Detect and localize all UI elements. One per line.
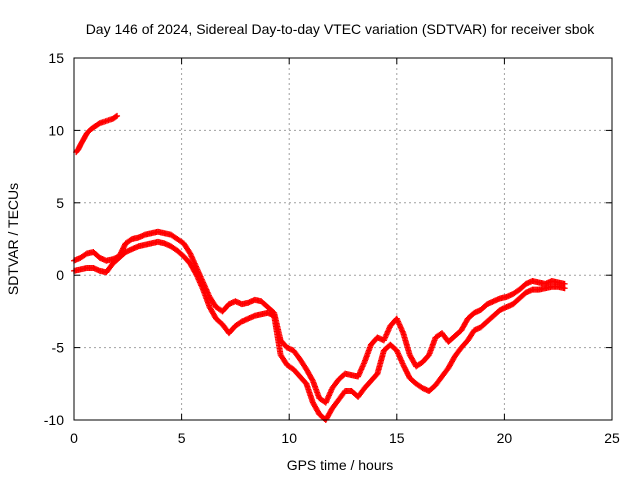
chart-title: Day 146 of 2024, Sidereal Day-to-day VTE… — [86, 21, 596, 37]
chart-ticks: 0 5 10 15 20 25 -10 -5 0 5 10 15 — [44, 50, 620, 446]
data-point-fill — [112, 113, 119, 120]
x-tick-label: 25 — [604, 430, 620, 446]
y-tick-label: -10 — [44, 412, 64, 428]
x-axis-label: GPS time / hours — [287, 457, 394, 473]
y-axis-label: SDTVAR / TECUs — [5, 183, 21, 295]
data-point — [114, 112, 121, 119]
chart-grid — [74, 58, 612, 420]
x-tick-label: 5 — [178, 430, 186, 446]
x-tick-label: 15 — [389, 430, 405, 446]
data-point — [561, 285, 568, 292]
y-tick-label: 10 — [48, 122, 64, 138]
y-tick-label: 0 — [56, 267, 64, 283]
y-tick-label: -5 — [52, 340, 65, 356]
y-tick-label: 5 — [56, 195, 64, 211]
x-tick-label: 0 — [70, 430, 78, 446]
x-tick-label: 10 — [281, 430, 297, 446]
y-tick-label: 15 — [48, 50, 64, 66]
data-point-fill — [309, 376, 316, 383]
chart-series — [71, 112, 568, 423]
plot-frame — [73, 57, 613, 421]
x-tick-label: 20 — [497, 430, 513, 446]
